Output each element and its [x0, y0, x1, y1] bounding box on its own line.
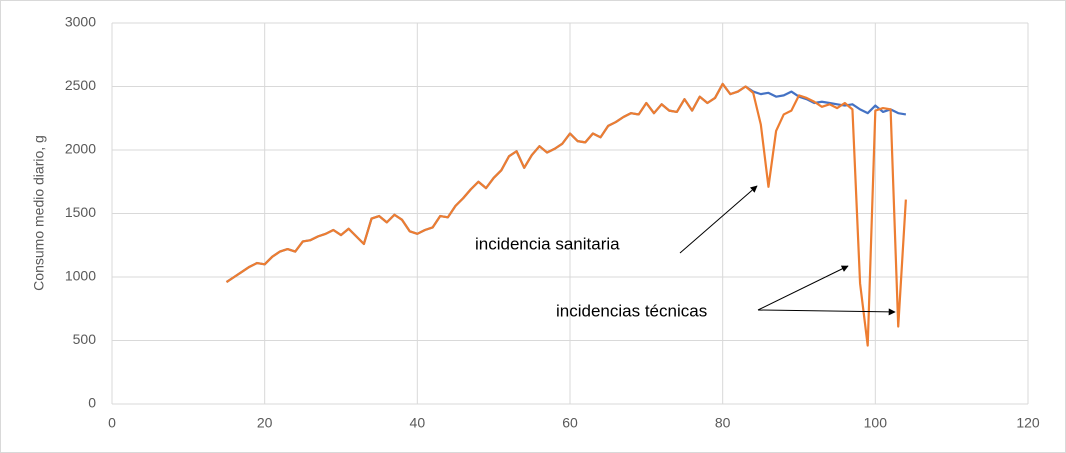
- series-line: [225, 82, 907, 347]
- y-tick-label: 1000: [65, 268, 96, 284]
- x-tick-label: 20: [257, 415, 273, 431]
- y-tick-label: 2000: [65, 141, 96, 157]
- y-tick-label: 500: [73, 331, 97, 347]
- x-tick-label: 0: [108, 415, 116, 431]
- x-tick-label: 40: [410, 415, 426, 431]
- y-tick-label: 1500: [65, 204, 96, 220]
- x-tick-label: 120: [1016, 415, 1040, 431]
- y-tick-label: 0: [88, 395, 96, 411]
- x-tick-label: 100: [864, 415, 888, 431]
- y-tick-label: 2500: [65, 77, 96, 93]
- annotation: incidencia sanitaria: [475, 234, 620, 253]
- x-tick-label: 80: [715, 415, 731, 431]
- arrow: [679, 185, 758, 254]
- y-tick-label: 3000: [65, 14, 96, 30]
- arrow: [757, 308, 896, 316]
- x-tick-label: 60: [562, 415, 578, 431]
- y-axis-label: Consumo medio diario, g: [31, 135, 47, 291]
- annotation: incidencias técnicas: [556, 301, 707, 320]
- arrow: [757, 265, 849, 311]
